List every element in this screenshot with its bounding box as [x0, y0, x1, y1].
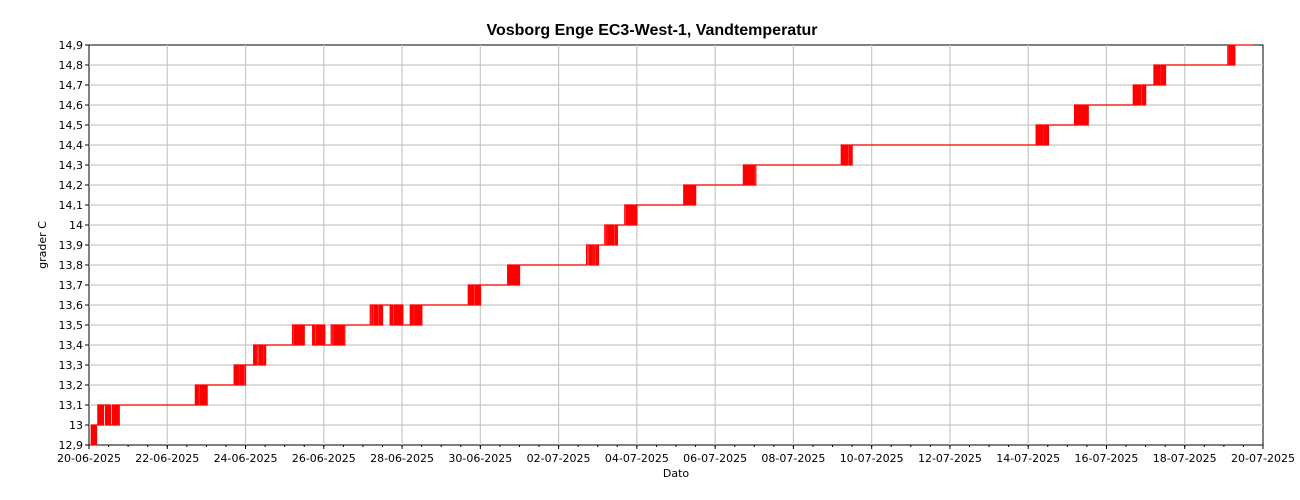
- y-tick-label: 14,2: [59, 179, 84, 192]
- y-tick-label: 14,6: [59, 99, 84, 112]
- x-tick-label: 08-07-2025: [761, 452, 825, 465]
- x-tick-label: 18-07-2025: [1153, 452, 1217, 465]
- y-tick-label: 14,3: [59, 159, 84, 172]
- x-tick-label: 26-06-2025: [292, 452, 356, 465]
- y-tick-label: 14,9: [59, 39, 84, 52]
- y-axis-label: grader C: [36, 221, 49, 269]
- y-tick-label: 13,9: [59, 239, 84, 252]
- x-axis-label: Dato: [663, 467, 690, 480]
- y-tick-label: 14: [69, 219, 83, 232]
- temperature-series-line: [89, 44, 1254, 446]
- y-tick-label: 13,8: [59, 259, 84, 272]
- x-tick-label: 22-06-2025: [135, 452, 199, 465]
- x-tick-label: 28-06-2025: [370, 452, 434, 465]
- x-tick-label: 20-07-2025: [1231, 452, 1295, 465]
- x-tick-label: 20-06-2025: [57, 452, 121, 465]
- x-tick-label: 12-07-2025: [918, 452, 982, 465]
- y-tick-label: 14,4: [59, 139, 84, 152]
- y-tick-label: 14,1: [59, 199, 84, 212]
- x-tick-label: 14-07-2025: [996, 452, 1060, 465]
- y-tick-label: 14,5: [59, 119, 84, 132]
- y-tick-label: 12,9: [59, 439, 84, 452]
- y-tick-label: 13,6: [59, 299, 84, 312]
- y-tick-label: 13: [69, 419, 83, 432]
- x-tick-label: 24-06-2025: [214, 452, 278, 465]
- y-tick-label: 13,5: [59, 319, 84, 332]
- x-tick-label: 10-07-2025: [840, 452, 904, 465]
- y-tick-label: 13,2: [59, 379, 84, 392]
- x-tick-label: 16-07-2025: [1074, 452, 1138, 465]
- x-tick-label: 02-07-2025: [527, 452, 591, 465]
- x-tick-label: 30-06-2025: [448, 452, 512, 465]
- y-tick-label: 13,1: [59, 399, 84, 412]
- chart-title: Vosborg Enge EC3-West-1, Vandtemperatur: [486, 22, 817, 39]
- y-tick-label: 13,3: [59, 359, 84, 372]
- x-axis: 20-06-2025 22-06-2025 24-06-2025 26-06-2025…: [57, 445, 1295, 465]
- y-axis: 12,9 13 13,1 13,2 13,3 13,4 13,5 13,6 13,7 13,8 13…: [59, 39, 89, 452]
- x-tick-label: 06-07-2025: [683, 452, 747, 465]
- x-tick-label: 04-07-2025: [605, 452, 669, 465]
- gridlines: [89, 45, 1263, 445]
- y-tick-label: 13,7: [59, 279, 84, 292]
- y-tick-label: 14,8: [59, 59, 84, 72]
- y-tick-label: 14,7: [59, 79, 84, 92]
- series-group: [89, 44, 1254, 446]
- y-tick-label: 13,4: [59, 339, 84, 352]
